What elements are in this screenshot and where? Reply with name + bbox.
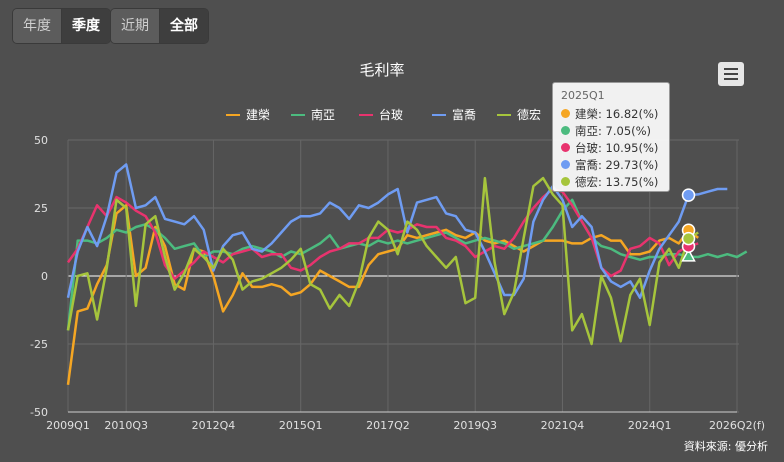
- tab-annual[interactable]: 年度: [13, 9, 62, 43]
- tooltip-value: 建榮: 16.82(%): [575, 106, 659, 121]
- x-tick-label: 2026Q2(f): [709, 419, 765, 432]
- tooltip-value: 南亞: 7.05(%): [575, 123, 652, 138]
- tooltip-value: 德宏: 13.75(%): [575, 174, 659, 189]
- series-marker: [681, 248, 696, 262]
- x-tick-label: 2010Q3: [104, 419, 148, 432]
- tooltip-value: 台玻: 10.95(%): [575, 140, 659, 155]
- legend-label: 富喬: [452, 107, 476, 122]
- tooltip-dot: [561, 160, 570, 169]
- tooltip-row: 建榮: 16.82(%): [561, 105, 661, 122]
- range-toggle: 近期 全部: [110, 8, 209, 44]
- x-tick-label: 2024Q1: [628, 419, 672, 432]
- series-line: [66, 163, 728, 300]
- series-marker: [681, 188, 696, 202]
- x-tick-label: 2021Q4: [541, 419, 585, 432]
- tooltip-row: 德宏: 13.75(%): [561, 173, 661, 190]
- legend-label: 建榮: [246, 108, 270, 122]
- tooltip-row: 南亞: 7.05(%): [561, 122, 661, 139]
- series-marker: [681, 231, 696, 246]
- y-tick-label: -25: [30, 338, 48, 351]
- chart-title: 毛利率: [359, 61, 404, 79]
- tab-all[interactable]: 全部: [160, 9, 208, 43]
- tooltip-dot: [561, 177, 570, 186]
- series-line: [66, 187, 699, 280]
- x-tick-label: 2019Q3: [453, 419, 497, 432]
- x-tick-label: 2017Q2: [366, 419, 410, 432]
- y-tick-label: 0: [41, 270, 48, 283]
- tooltip-value: 富喬: 29.73(%): [575, 157, 659, 172]
- tooltip-title: 2025Q1: [561, 89, 605, 102]
- y-tick-label: 25: [34, 202, 48, 215]
- tooltip-dot: [561, 143, 570, 152]
- tooltip-row: 台玻: 10.95(%): [561, 139, 661, 156]
- legend-label: 德宏: [517, 107, 541, 122]
- series-line: [66, 204, 699, 385]
- legend-label: 南亞: [311, 107, 335, 122]
- tooltip-dot: [561, 109, 570, 118]
- tab-recent[interactable]: 近期: [111, 9, 160, 43]
- series-line: [66, 198, 748, 331]
- tooltip-row: 富喬: 29.73(%): [561, 156, 661, 173]
- tab-quarterly[interactable]: 季度: [62, 9, 110, 43]
- x-tick-label: 2012Q4: [192, 419, 236, 432]
- period-toggle: 年度 季度: [12, 8, 111, 44]
- y-tick-label: -50: [30, 406, 48, 419]
- y-tick-label: 50: [34, 134, 48, 147]
- chart-tooltip: 2025Q1 建榮: 16.82(%) 南亞: 7.05(%) 台玻: 10.95(…: [552, 82, 670, 192]
- x-tick-label: 2015Q1: [279, 419, 323, 432]
- data-source: 資料來源: 優分析: [683, 440, 768, 453]
- hamburger-menu-icon[interactable]: [718, 62, 744, 86]
- legend-label: 台玻: [379, 107, 403, 122]
- x-tick-label: 2009Q1: [46, 419, 90, 432]
- tooltip-dot: [561, 126, 570, 135]
- series-line: [66, 176, 699, 346]
